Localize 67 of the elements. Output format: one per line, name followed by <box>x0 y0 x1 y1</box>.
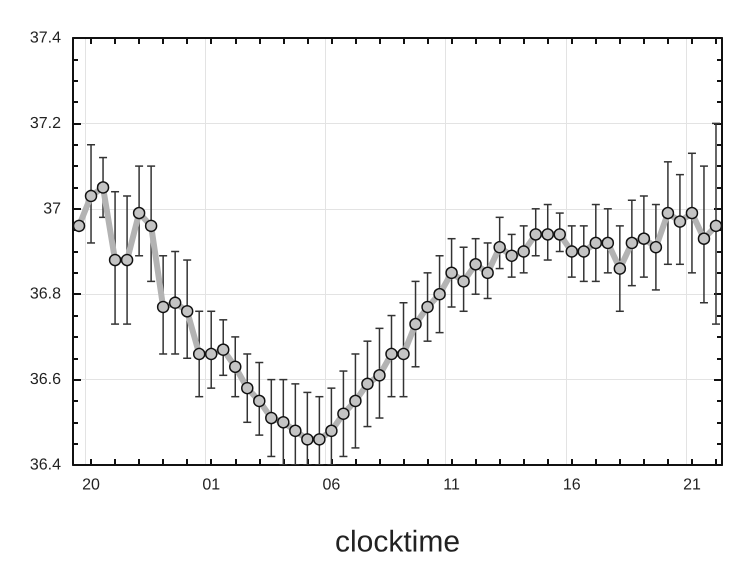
point <box>180 305 194 318</box>
point <box>457 275 470 288</box>
point <box>289 424 302 438</box>
point <box>241 382 254 394</box>
x-axis-title: clocktime <box>334 526 460 558</box>
point <box>662 206 674 220</box>
point <box>229 360 242 374</box>
point <box>216 343 230 356</box>
point <box>566 245 578 258</box>
x-tick-label: 06 <box>322 476 340 494</box>
point <box>529 228 542 241</box>
point <box>505 250 518 262</box>
point <box>349 394 362 408</box>
point <box>674 215 686 228</box>
point <box>626 236 638 250</box>
point <box>301 433 314 446</box>
point <box>265 412 278 424</box>
point <box>168 296 182 309</box>
y-tick-label: 36.4 <box>30 456 62 474</box>
point <box>84 190 98 202</box>
point <box>638 232 650 245</box>
x-tick-label: 20 <box>82 476 100 494</box>
point <box>578 245 590 258</box>
point <box>72 220 86 232</box>
x-tick-label: 21 <box>683 476 701 494</box>
point <box>602 236 614 250</box>
point <box>481 266 494 280</box>
point <box>156 300 170 314</box>
point <box>517 245 530 258</box>
point <box>337 408 350 420</box>
point <box>469 258 482 271</box>
point <box>361 378 374 390</box>
point <box>325 424 338 438</box>
point <box>614 262 626 275</box>
x-tick-label: 11 <box>443 476 460 494</box>
point <box>253 394 266 408</box>
point <box>650 240 662 254</box>
point <box>96 181 110 194</box>
y-tick-label: 37.2 <box>30 114 62 132</box>
point <box>132 206 146 220</box>
point <box>554 228 566 241</box>
y-tick-label: 36.6 <box>30 371 62 388</box>
point <box>698 232 710 245</box>
point <box>409 318 422 330</box>
y-tick-label: 37.4 <box>30 30 62 46</box>
point <box>541 228 554 241</box>
point <box>144 220 158 232</box>
point <box>493 240 506 254</box>
point <box>373 369 386 382</box>
x-tick-label: 16 <box>562 476 581 494</box>
point <box>710 220 722 232</box>
point <box>277 416 290 429</box>
y-tick-label: 36.8 <box>30 286 62 303</box>
point <box>108 254 122 266</box>
point <box>421 300 434 314</box>
y-tick-label: 37 <box>43 200 62 218</box>
point <box>313 433 326 446</box>
point <box>590 236 602 250</box>
point <box>433 288 446 300</box>
point <box>385 348 398 360</box>
point <box>120 254 134 266</box>
x-tick-label: 01 <box>202 476 220 494</box>
point <box>397 348 410 360</box>
point <box>445 266 458 280</box>
point <box>204 348 218 360</box>
point <box>192 348 206 360</box>
point <box>686 206 698 220</box>
